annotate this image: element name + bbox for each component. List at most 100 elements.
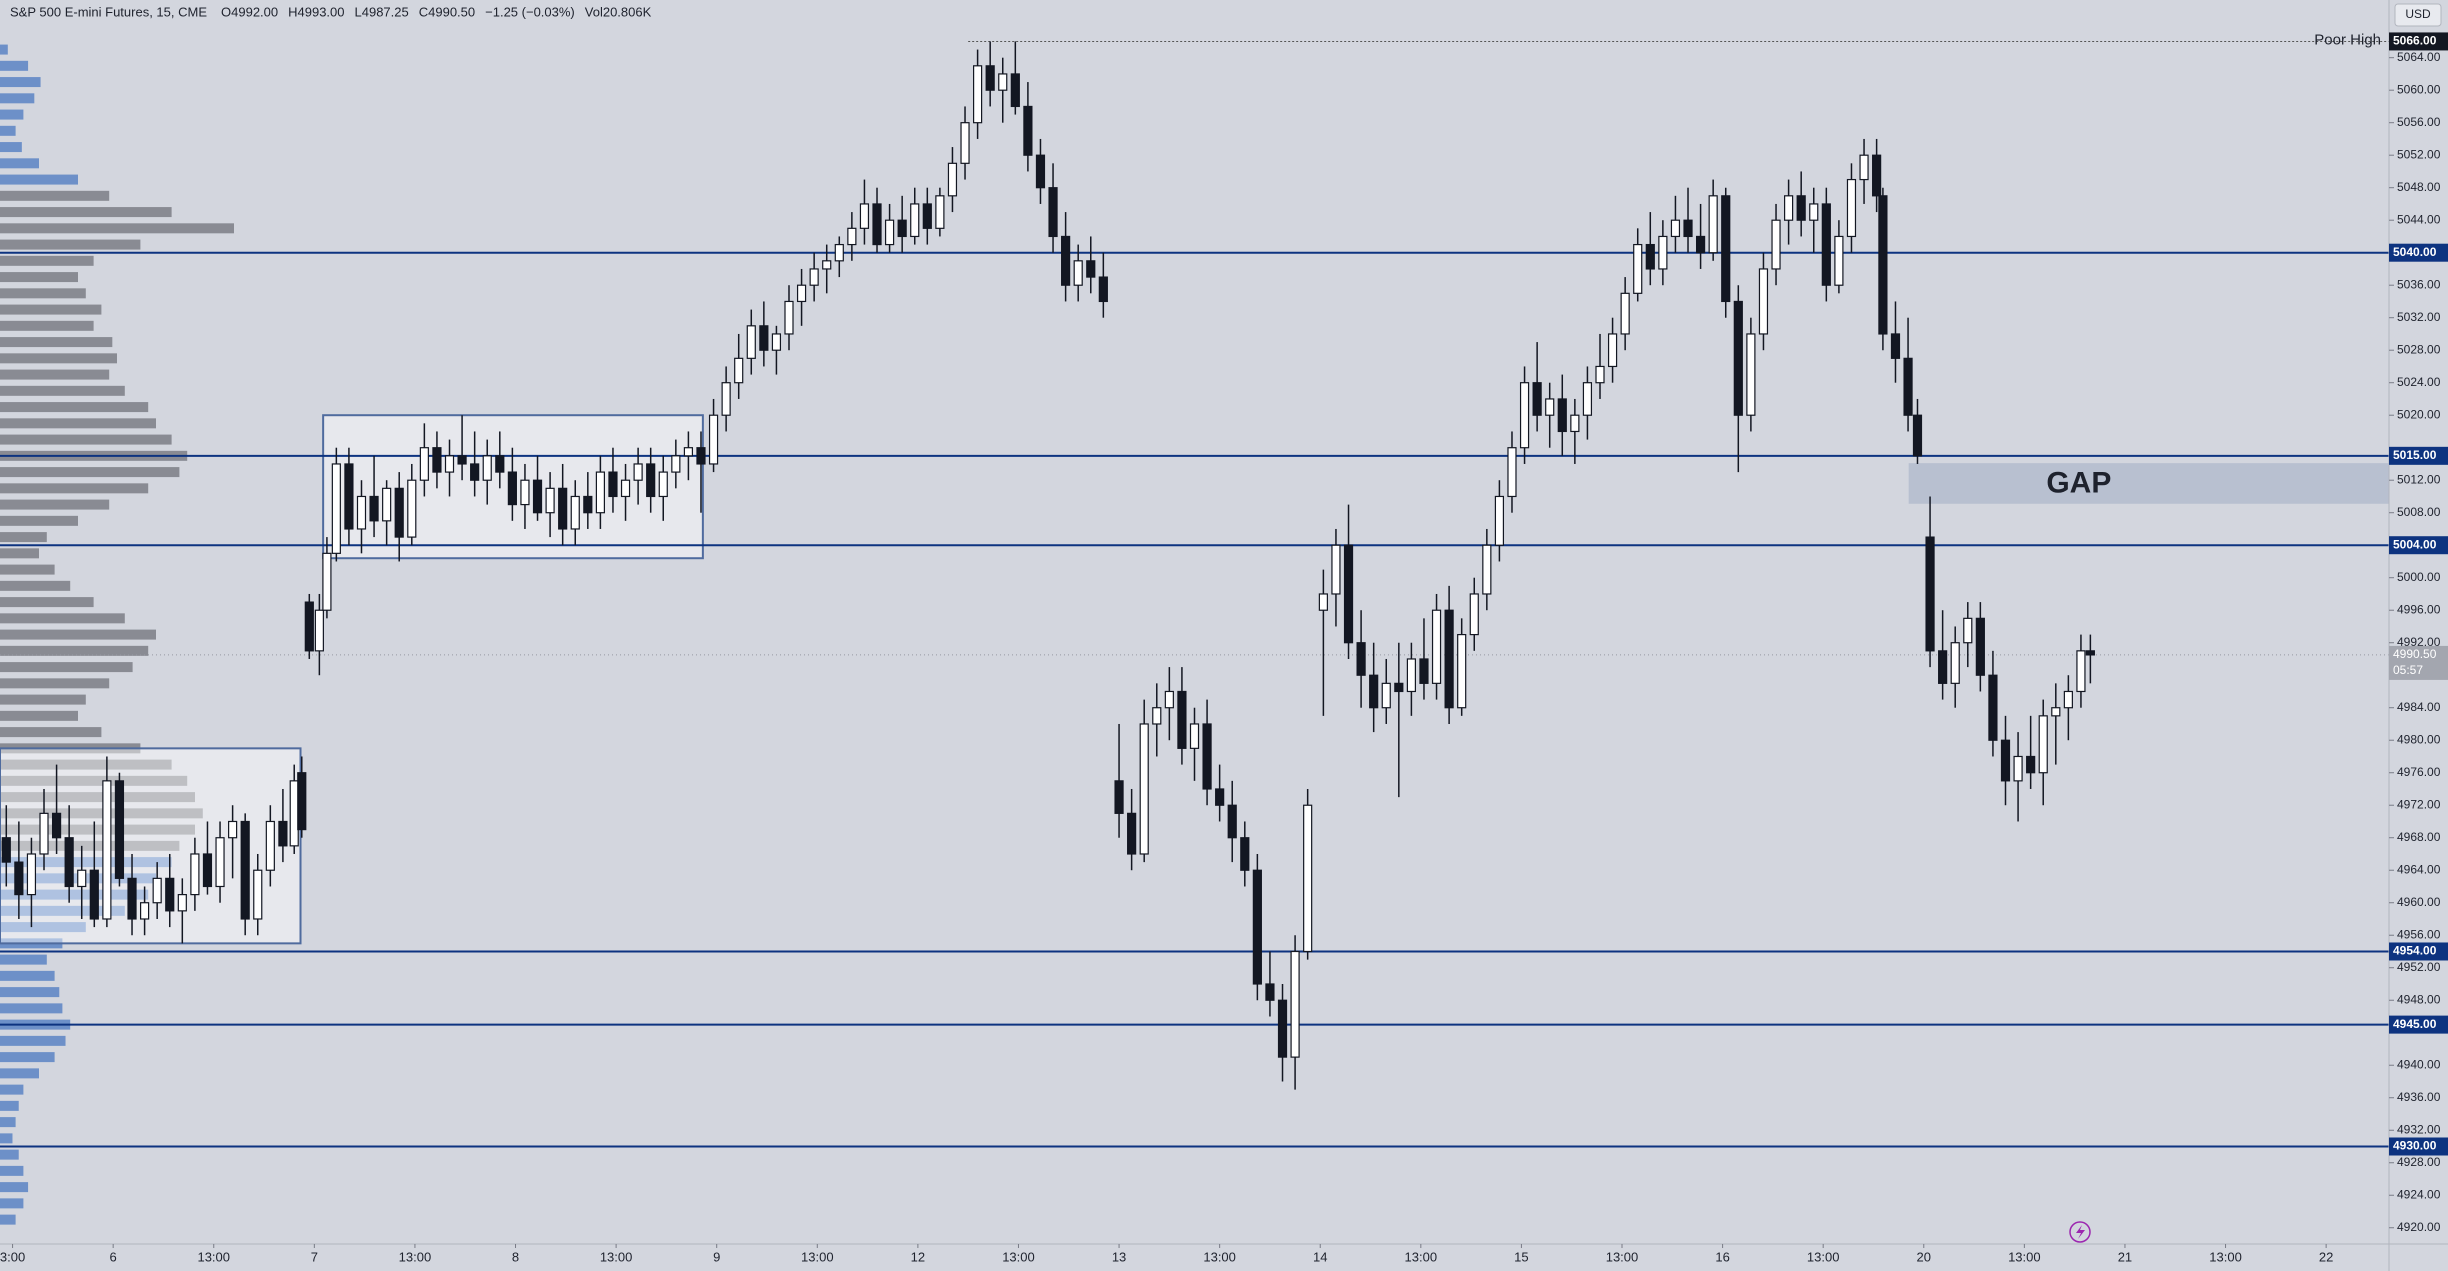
candle-body: [608, 471, 618, 498]
y-tick-label: 4952.00: [2397, 960, 2441, 974]
y-tick-label: 4984.00: [2397, 700, 2441, 714]
candle-body: [1356, 642, 1366, 676]
candle-body: [1240, 837, 1250, 871]
candle-body: [1557, 398, 1567, 433]
candle-body: [708, 414, 719, 465]
candle-body: [1010, 73, 1020, 108]
poor-high-text: Poor High: [2314, 31, 2381, 48]
y-tick-label: 4936.00: [2397, 1090, 2441, 1104]
volume-profile-bar: [0, 77, 41, 88]
level-tag: [2389, 942, 2448, 961]
candle-body: [2026, 755, 2036, 774]
candle-body: [2038, 715, 2048, 774]
candle-body: [1114, 780, 1124, 814]
y-tick-label: 5024.00: [2397, 375, 2441, 389]
candle-body: [369, 495, 379, 522]
volume-profile-bar: [0, 207, 172, 218]
y-tick-label: 4976.00: [2397, 765, 2441, 779]
candle-body: [1431, 609, 1442, 684]
candle-body: [872, 203, 882, 246]
candle-body: [1771, 219, 1781, 270]
x-tick-label: 7: [311, 1249, 318, 1264]
volume-profile-bar: [0, 905, 125, 916]
level-label: 4930.00: [2393, 1139, 2437, 1153]
ohlc-value: C4990.50: [419, 4, 475, 19]
candle-body: [2076, 650, 2086, 693]
volume-profile-bar: [0, 369, 110, 380]
volume-profile-bar: [0, 775, 188, 786]
x-tick-label: 13:00: [600, 1249, 633, 1264]
candle-body: [1061, 235, 1071, 286]
candle-body: [520, 479, 530, 506]
candle-body: [884, 219, 895, 246]
candle-body: [215, 837, 225, 888]
volume-profile-bar: [0, 792, 195, 803]
candle-body: [1482, 544, 1492, 595]
volume-profile-bar: [0, 1214, 16, 1225]
candle-body: [1444, 609, 1454, 709]
volume-profile-bar: [0, 532, 47, 543]
x-tick-label: 20: [1917, 1249, 1931, 1264]
candle-body: [1872, 154, 1882, 197]
volume-profile-bar: [0, 613, 125, 624]
x-tick-label: 13:00: [2008, 1249, 2041, 1264]
volume-profile-bar: [0, 645, 149, 656]
candle-body: [1127, 812, 1137, 855]
candle-body: [671, 455, 681, 473]
candle-body: [809, 268, 819, 286]
candle-body: [847, 227, 857, 246]
volume-profile-bar: [0, 320, 94, 331]
candle-body: [1925, 536, 1935, 652]
candle-body: [721, 382, 731, 416]
candle-body: [1, 837, 11, 863]
y-tick-label: 5008.00: [2397, 505, 2441, 519]
candle-body: [190, 853, 200, 896]
candle-body: [139, 902, 150, 920]
candle-body: [1796, 195, 1806, 221]
candle-body: [1469, 593, 1479, 636]
volume-profile-bar: [0, 239, 141, 250]
currency-button[interactable]: [2394, 3, 2442, 27]
poor-high-label: 5066.00: [2393, 34, 2437, 48]
ohlc-value: H4993.00: [288, 4, 344, 19]
candle-body: [51, 812, 62, 839]
candle-body: [1369, 674, 1379, 709]
level-tag: [2389, 243, 2448, 262]
alert-icon[interactable]: [2069, 1221, 2091, 1243]
y-tick-label: 4928.00: [2397, 1155, 2441, 1169]
x-tick-label: 13:00: [399, 1249, 432, 1264]
range-box: [0, 747, 302, 945]
volume-profile-bar: [0, 678, 110, 689]
candle-body: [859, 203, 870, 229]
volume-profile-bar: [0, 1068, 39, 1079]
candle-body: [177, 894, 187, 912]
candle-body: [583, 495, 593, 514]
candle-body: [935, 195, 945, 229]
volume-profile-bar: [0, 1035, 66, 1046]
candle-body: [407, 479, 417, 538]
candle-body: [683, 447, 694, 457]
level-label: 5040.00: [2393, 245, 2437, 259]
candle-body: [1457, 633, 1467, 709]
y-tick-label: 5064.00: [2397, 50, 2441, 64]
candle-body: [1695, 235, 1706, 254]
volume-profile-bar: [0, 727, 102, 738]
candle-body: [1318, 593, 1328, 611]
x-tick-label: 13:00: [1203, 1249, 1236, 1264]
candle-body: [1164, 690, 1174, 709]
candle-body: [1048, 187, 1058, 238]
volume-profile-bar: [0, 1198, 24, 1209]
volume-profile-bar: [0, 580, 71, 591]
currency[interactable]: USD: [2405, 7, 2431, 21]
x-tick-label: 13:00: [2209, 1249, 2242, 1264]
candle-body: [278, 820, 288, 847]
candle-body: [1394, 682, 1404, 693]
volume-profile-bar: [0, 93, 35, 104]
candle-body: [1903, 357, 1913, 416]
x-tick-label: 6: [110, 1249, 117, 1264]
candle-body: [1746, 333, 1756, 416]
candle-body: [344, 463, 354, 530]
candle-body: [495, 455, 505, 473]
candle-body: [1381, 682, 1391, 709]
